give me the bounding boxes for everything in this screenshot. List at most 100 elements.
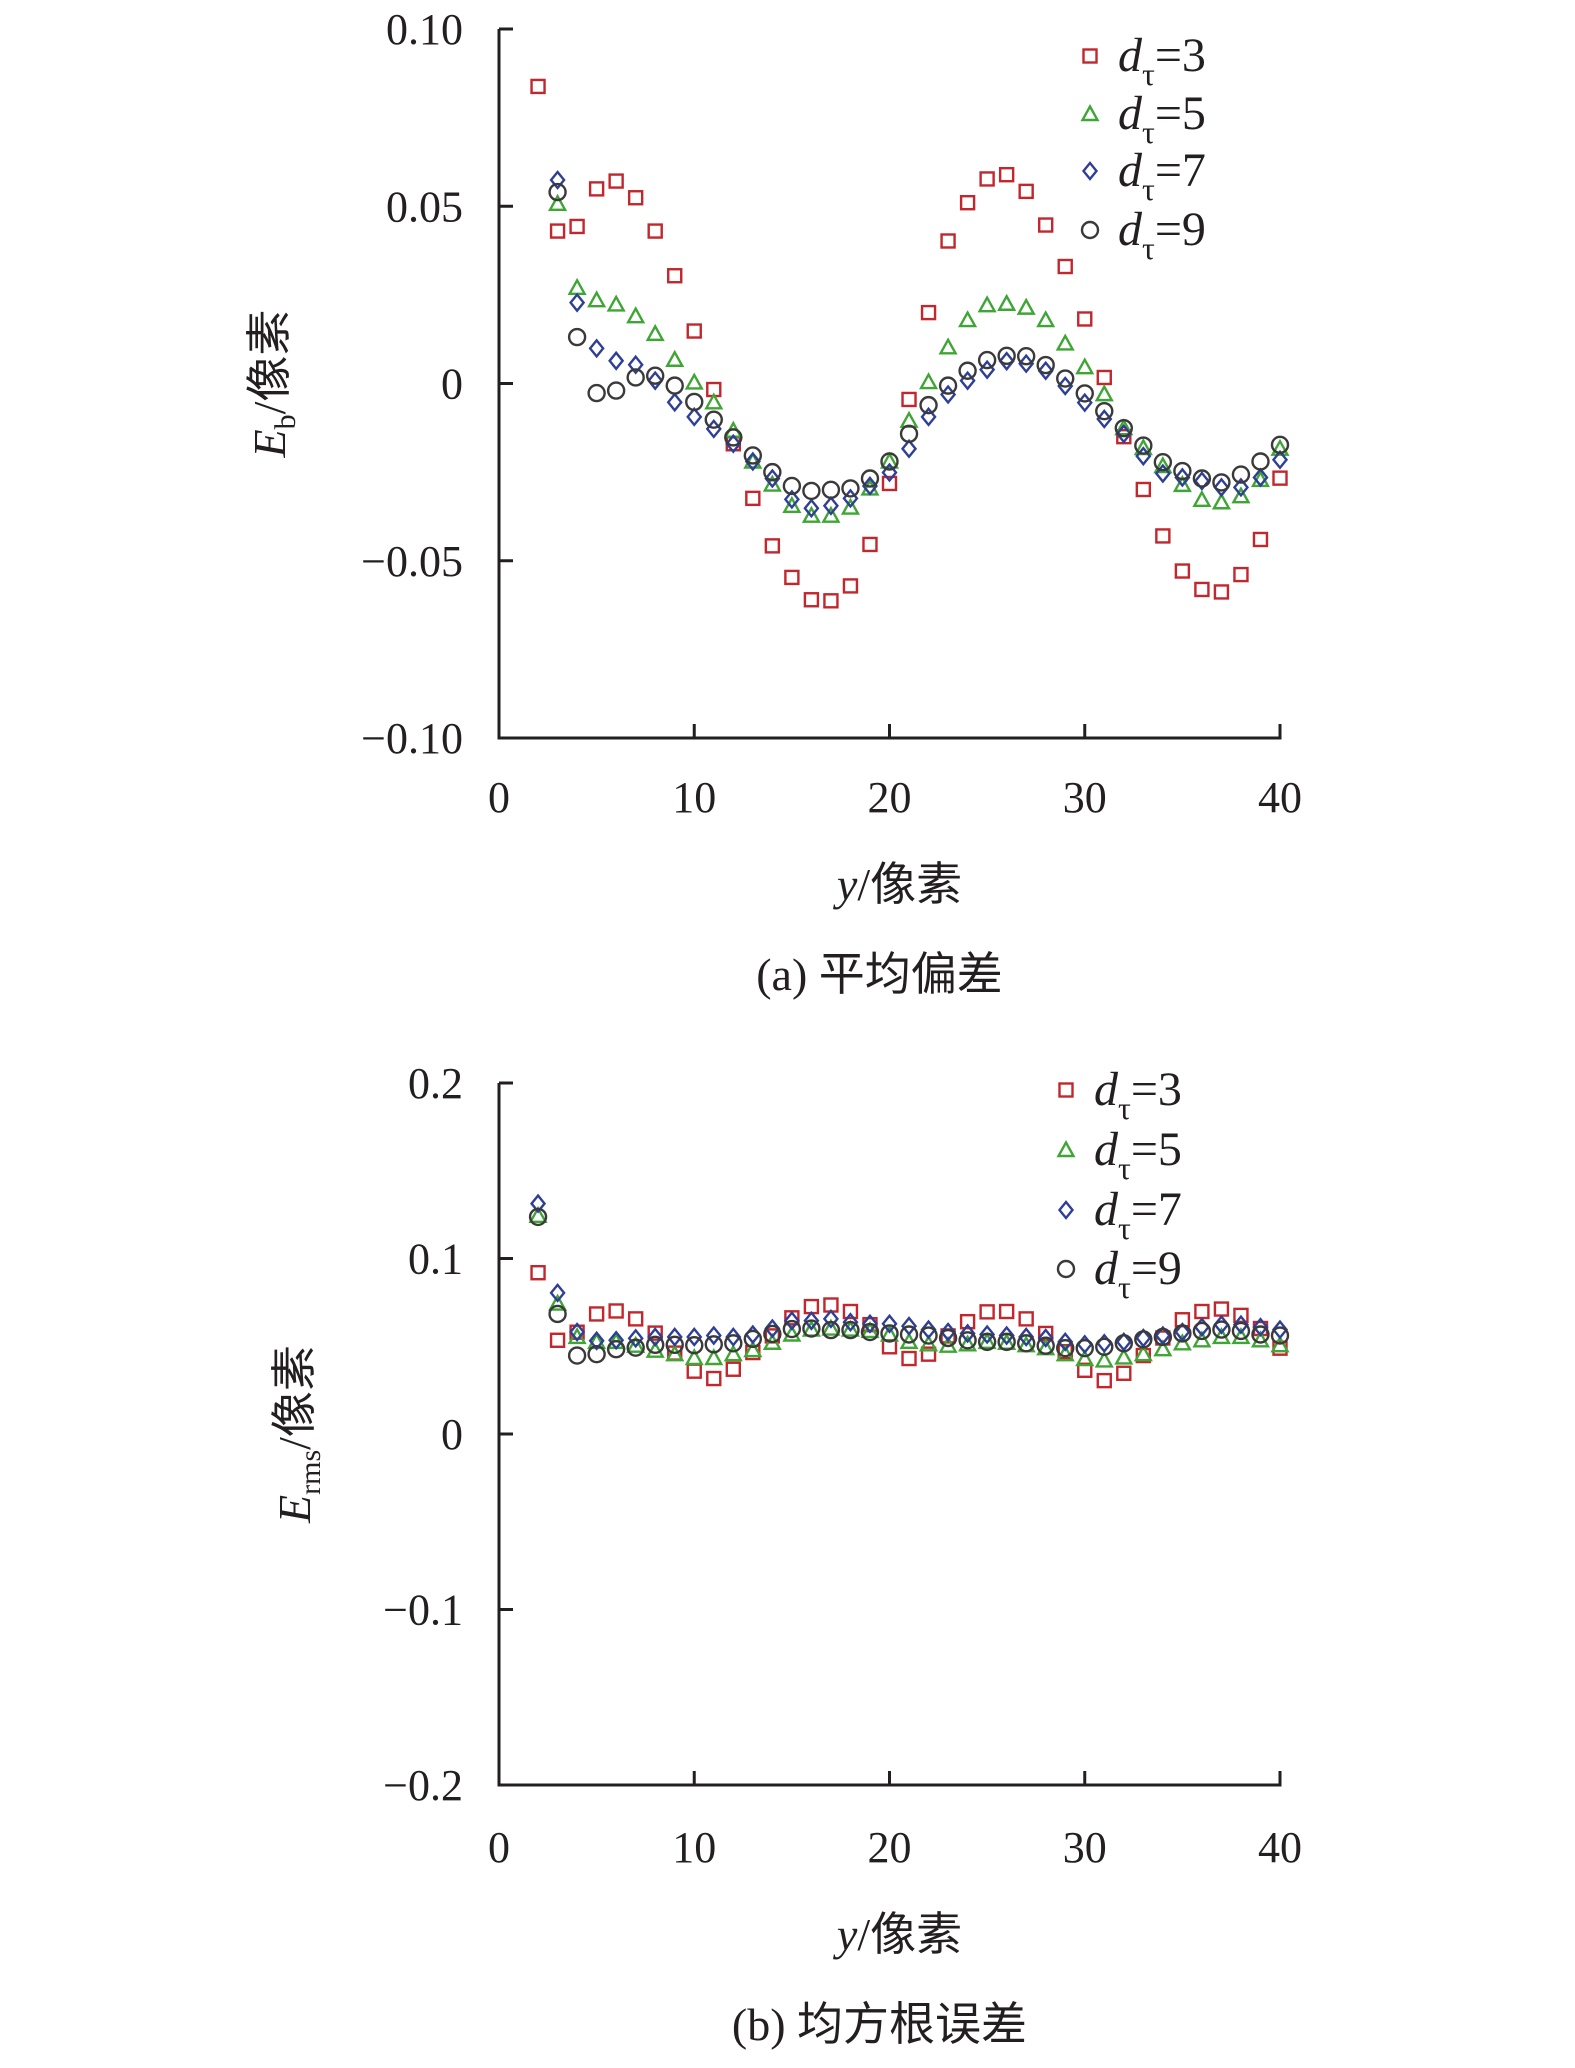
data-point-diamond xyxy=(881,462,898,483)
series-dτ=9 xyxy=(548,182,1290,501)
data-point-diamond xyxy=(1174,1322,1191,1342)
data-point-circle xyxy=(606,1340,626,1359)
data-point-diamond xyxy=(861,1313,879,1334)
data-point-diamond xyxy=(783,489,800,510)
data-point-circle xyxy=(958,1331,977,1350)
data-point-square xyxy=(1252,531,1269,548)
data-point-triangle xyxy=(1133,1344,1153,1362)
x-axis-label: y/像素 xyxy=(833,1909,962,1960)
x-axis-label-variable: y xyxy=(833,859,858,910)
data-point-diamond xyxy=(959,370,976,391)
data-point-triangle xyxy=(1094,1350,1114,1368)
data-point-circle xyxy=(743,1329,763,1349)
data-point-circle xyxy=(841,1320,860,1340)
x-tick-label: 10 xyxy=(672,1823,716,1872)
data-point-square xyxy=(647,1325,663,1341)
y-axis-label-subscript: b xyxy=(269,414,302,429)
data-point-square xyxy=(959,195,976,211)
data-point-triangle xyxy=(626,306,646,324)
data-point-circle xyxy=(626,1338,645,1357)
legend-label-symbol: d xyxy=(1118,29,1143,82)
data-point-triangle xyxy=(1231,1326,1251,1345)
data-point-square xyxy=(901,391,917,408)
data-point-diamond xyxy=(647,370,664,391)
data-point-circle xyxy=(1134,436,1153,455)
data-point-diamond xyxy=(842,1312,859,1333)
data-point-diamond xyxy=(1252,467,1269,488)
y-tick-label: 0.05 xyxy=(386,182,463,231)
series-dτ=5 xyxy=(548,193,1290,523)
data-point-diamond xyxy=(803,498,820,519)
data-point-circle xyxy=(1056,369,1075,388)
data-point-diamond xyxy=(1096,409,1113,429)
x-tick-label: 0 xyxy=(488,1823,510,1872)
y-axis-label-variable: E xyxy=(244,429,295,458)
data-point-triangle xyxy=(723,1344,743,1362)
legend-label: dτ=9 xyxy=(1094,1242,1182,1305)
data-point-triangle xyxy=(1114,418,1134,436)
data-point-diamond xyxy=(627,354,644,375)
data-point-circle xyxy=(802,481,821,501)
y-axis-label: Eb/像素 xyxy=(244,310,302,459)
data-point-diamond xyxy=(783,1310,800,1331)
data-point-square xyxy=(1174,563,1191,579)
data-point-square xyxy=(881,475,898,492)
legend-label-subscript: τ xyxy=(1142,56,1155,92)
data-point-circle xyxy=(1270,435,1290,455)
legend-label-value: =9 xyxy=(1131,1242,1182,1295)
legend-label: dτ=3 xyxy=(1094,1063,1182,1126)
legend-label-symbol: d xyxy=(1094,1123,1119,1176)
legend-label-value: =3 xyxy=(1155,29,1206,82)
x-tick-label: 20 xyxy=(868,773,912,822)
data-point-circle xyxy=(1114,418,1134,438)
data-point-diamond xyxy=(1271,1319,1289,1340)
data-point-square xyxy=(959,1313,976,1330)
data-point-diamond xyxy=(549,1282,566,1303)
data-point-square xyxy=(1233,566,1249,583)
data-point-triangle xyxy=(665,1344,685,1362)
y-tick-label: −0.1 xyxy=(383,1586,463,1635)
data-point-circle xyxy=(997,1332,1016,1352)
data-point-circle xyxy=(1231,465,1251,484)
data-point-triangle xyxy=(879,451,900,469)
data-point-diamond xyxy=(1232,477,1249,498)
data-point-square xyxy=(627,190,644,206)
data-point-diamond xyxy=(549,170,566,190)
data-point-square xyxy=(627,1311,644,1327)
legend-label: dτ=7 xyxy=(1094,1183,1182,1246)
y-tick-label: 0.10 xyxy=(386,5,463,54)
data-point-circle xyxy=(880,452,899,471)
data-point-square xyxy=(608,1303,624,1319)
data-point-diamond xyxy=(861,476,879,496)
data-point-triangle xyxy=(1016,297,1036,315)
data-point-triangle xyxy=(743,1340,763,1358)
legend-label-subscript: τ xyxy=(1118,1269,1131,1305)
data-point-circle xyxy=(860,1322,880,1342)
data-point-circle xyxy=(919,1326,938,1345)
data-point-square xyxy=(1194,581,1210,598)
data-point-diamond xyxy=(803,1310,820,1331)
data-point-circle xyxy=(1016,1334,1036,1353)
data-point-triangle xyxy=(821,505,841,523)
data-point-diamond xyxy=(1232,1314,1249,1335)
legend-label-subscript: τ xyxy=(1142,114,1155,150)
data-point-square xyxy=(979,1304,995,1320)
legend-label-symbol: d xyxy=(1094,1063,1119,1116)
data-point-square xyxy=(686,323,702,339)
data-point-square xyxy=(745,490,761,507)
data-point-diamond xyxy=(666,392,683,413)
data-point-square xyxy=(1096,1372,1112,1389)
data-point-diamond xyxy=(1154,463,1171,484)
legend-marker-square xyxy=(1082,48,1098,64)
data-point-diamond xyxy=(1076,392,1093,413)
data-point-triangle xyxy=(1211,492,1231,510)
legend-label: dτ=5 xyxy=(1094,1123,1182,1186)
y-tick-label: 0 xyxy=(441,360,463,409)
data-point-square xyxy=(862,536,878,553)
data-point-circle xyxy=(1270,1326,1290,1345)
data-point-triangle xyxy=(528,1205,548,1224)
data-point-triangle xyxy=(840,497,860,515)
data-point-diamond xyxy=(744,1324,761,1345)
data-point-square xyxy=(1096,369,1112,386)
data-point-triangle xyxy=(548,1293,568,1311)
